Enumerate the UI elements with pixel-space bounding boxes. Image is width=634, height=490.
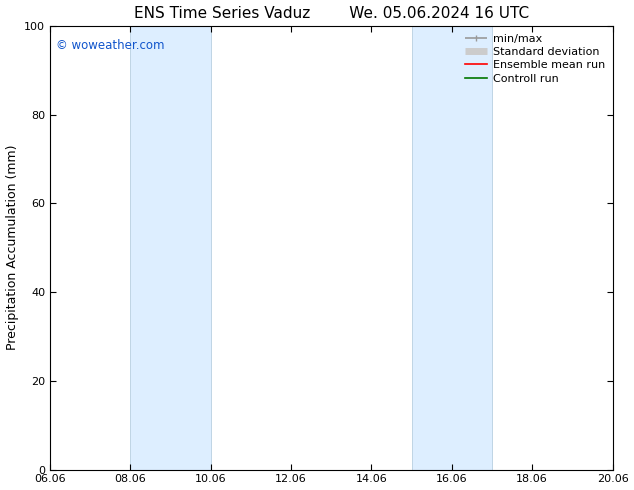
Bar — [131, 26, 210, 469]
Bar — [411, 26, 492, 469]
Text: © woweather.com: © woweather.com — [56, 39, 164, 52]
Title: ENS Time Series Vaduz        We. 05.06.2024 16 UTC: ENS Time Series Vaduz We. 05.06.2024 16 … — [134, 5, 529, 21]
Y-axis label: Precipitation Accumulation (mm): Precipitation Accumulation (mm) — [6, 145, 18, 350]
Legend: min/max, Standard deviation, Ensemble mean run, Controll run: min/max, Standard deviation, Ensemble me… — [460, 29, 609, 88]
